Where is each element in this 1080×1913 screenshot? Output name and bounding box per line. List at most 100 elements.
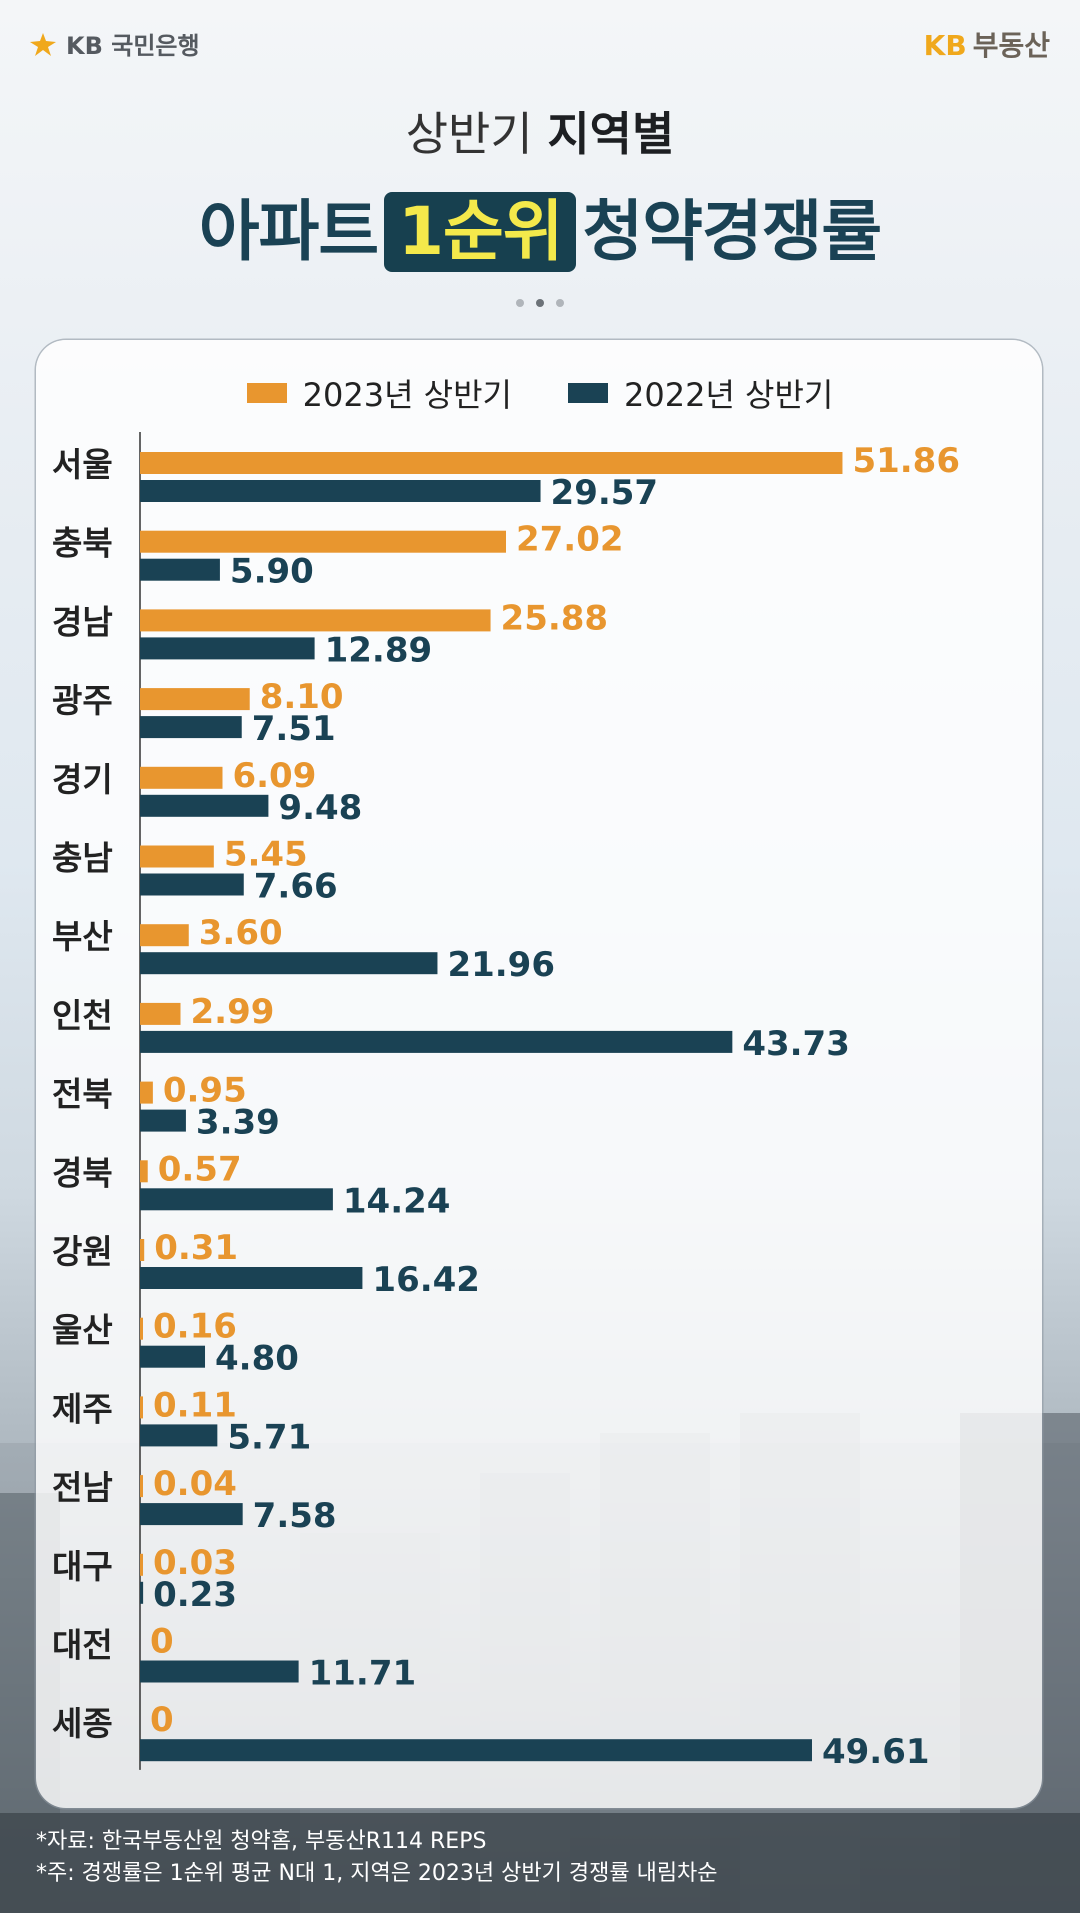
bar-2022 — [140, 952, 438, 975]
category-label: 경남 — [52, 602, 113, 641]
bar-2023 — [140, 1553, 143, 1576]
value-label-2023: 3.60 — [199, 913, 283, 953]
value-label-2022: 5.90 — [230, 552, 314, 592]
value-label-2022: 29.57 — [551, 473, 659, 513]
value-label-2023: 6.09 — [232, 756, 316, 796]
kb-bank-logo-text: KB 국민은행 — [66, 32, 200, 60]
legend-item-2022: 2022년 상반기 — [568, 370, 833, 416]
value-label-2023: 0.11 — [153, 1385, 237, 1425]
chart-card — [36, 340, 1042, 1808]
category-label: 대전 — [52, 1626, 113, 1665]
value-label-2022: 3.39 — [196, 1103, 280, 1143]
bar-2022 — [140, 794, 269, 817]
page-dot — [556, 299, 564, 307]
value-label-2022: 14.24 — [343, 1181, 451, 1221]
value-label-2023: 2.99 — [191, 992, 275, 1032]
title-line-2-pre: 아파트 — [198, 193, 379, 270]
value-label-2023: 0.57 — [158, 1149, 242, 1189]
category-label: 서울 — [52, 445, 113, 484]
footnotes: *자료: 한국부동산원 청약홈, 부동산R114 REPS *주: 경쟁률은 1… — [36, 1826, 718, 1890]
value-label-2023: 0.16 — [153, 1307, 237, 1347]
bar-2023 — [140, 766, 223, 789]
value-label-2023: 25.88 — [501, 598, 609, 638]
kb-bank-logo: KB 국민은행 — [28, 26, 200, 61]
category-label: 부산 — [52, 917, 113, 956]
title-line-1-light: 상반기 — [405, 107, 548, 161]
bar-2023 — [140, 1239, 145, 1261]
value-label-2023: 51.86 — [852, 441, 960, 481]
bar-2023 — [140, 1475, 143, 1498]
bar-2022 — [140, 1739, 812, 1762]
bar-2022 — [140, 1581, 144, 1604]
value-label-2022: 5.71 — [227, 1417, 311, 1457]
value-label-2022: 0.23 — [153, 1575, 237, 1615]
value-label-2022: 9.48 — [278, 788, 362, 828]
legend-swatch-2023 — [246, 383, 287, 403]
value-label-2023: 0.95 — [163, 1071, 247, 1111]
category-label: 광주 — [52, 681, 113, 720]
category-label: 충북 — [52, 524, 113, 563]
bar-2022 — [140, 1030, 733, 1053]
bar-2022 — [140, 1424, 218, 1447]
legend-label-2022: 2022년 상반기 — [624, 376, 834, 414]
value-label-2023: 0 — [150, 1700, 174, 1740]
category-label: 제주 — [52, 1389, 113, 1428]
bar-2022 — [140, 1503, 243, 1526]
title-line-1: 상반기 지역별 — [0, 98, 1080, 164]
title-line-2: 아파트 1순위 청약경쟁률 — [0, 178, 1080, 274]
legend-swatch-2022 — [568, 383, 608, 403]
value-label-2023: 0.31 — [154, 1228, 238, 1268]
kb-realestate-logo-kb: KB — [923, 29, 967, 62]
bar-2023 — [140, 1002, 181, 1025]
bar-2022 — [140, 1660, 299, 1683]
bar-2022 — [140, 1188, 333, 1211]
bar-2023 — [140, 530, 506, 553]
value-label-2022: 7.66 — [254, 867, 338, 907]
value-label-2023: 27.02 — [516, 520, 624, 560]
chart-legend: 2023년 상반기 2022년 상반기 — [0, 370, 1080, 416]
category-label: 전북 — [52, 1075, 113, 1114]
bar-2022 — [140, 637, 315, 660]
kb-star-icon — [30, 32, 56, 56]
category-label: 강원 — [52, 1232, 113, 1271]
category-label: 경기 — [52, 760, 113, 799]
bar-2022 — [140, 716, 242, 739]
legend-label-2023: 2023년 상반기 — [302, 376, 512, 414]
bar-2023 — [140, 452, 843, 474]
bar-2022 — [140, 558, 220, 581]
kb-realestate-logo: KB 부동산 — [924, 24, 1050, 64]
value-label-2023: 0 — [150, 1622, 174, 1662]
value-label-2023: 0.04 — [153, 1464, 237, 1504]
bar-2023 — [140, 845, 214, 868]
value-label-2022: 49.61 — [822, 1732, 930, 1772]
category-label: 충남 — [52, 839, 113, 878]
bar-2023 — [140, 924, 189, 947]
category-label: 전남 — [52, 1468, 113, 1507]
category-label: 인천 — [52, 996, 113, 1035]
bar-2023 — [140, 1396, 143, 1419]
value-label-2023: 8.10 — [260, 677, 344, 717]
bar-2023 — [140, 609, 491, 632]
category-label: 경북 — [52, 1153, 113, 1192]
value-label-2022: 16.42 — [372, 1260, 480, 1300]
bar-2022 — [140, 1109, 186, 1132]
category-label: 울산 — [52, 1311, 113, 1350]
value-label-2022: 7.58 — [253, 1496, 337, 1536]
footnote-source: *자료: 한국부동산원 청약홈, 부동산R114 REPS — [36, 1829, 487, 1854]
value-label-2022: 21.96 — [447, 945, 555, 985]
bar-2023 — [140, 1317, 143, 1340]
legend-item-2023: 2023년 상반기 — [246, 370, 512, 416]
footnote-note: *주: 경쟁률은 1순위 평균 N대 1, 지역은 2023년 상반기 경쟁률 … — [36, 1861, 718, 1886]
page-dot-active — [536, 299, 544, 307]
kb-realestate-logo-text: 부동산 — [972, 29, 1050, 62]
value-label-2023: 5.45 — [224, 835, 308, 875]
page-dot — [516, 299, 524, 307]
value-label-2022: 12.89 — [325, 630, 433, 670]
bar-2022 — [140, 1345, 206, 1368]
category-label: 세종 — [52, 1704, 113, 1743]
bar-2022 — [140, 873, 244, 896]
bar-2022 — [140, 1267, 363, 1289]
bar-2023 — [140, 688, 250, 711]
value-label-2022: 11.71 — [309, 1654, 417, 1694]
